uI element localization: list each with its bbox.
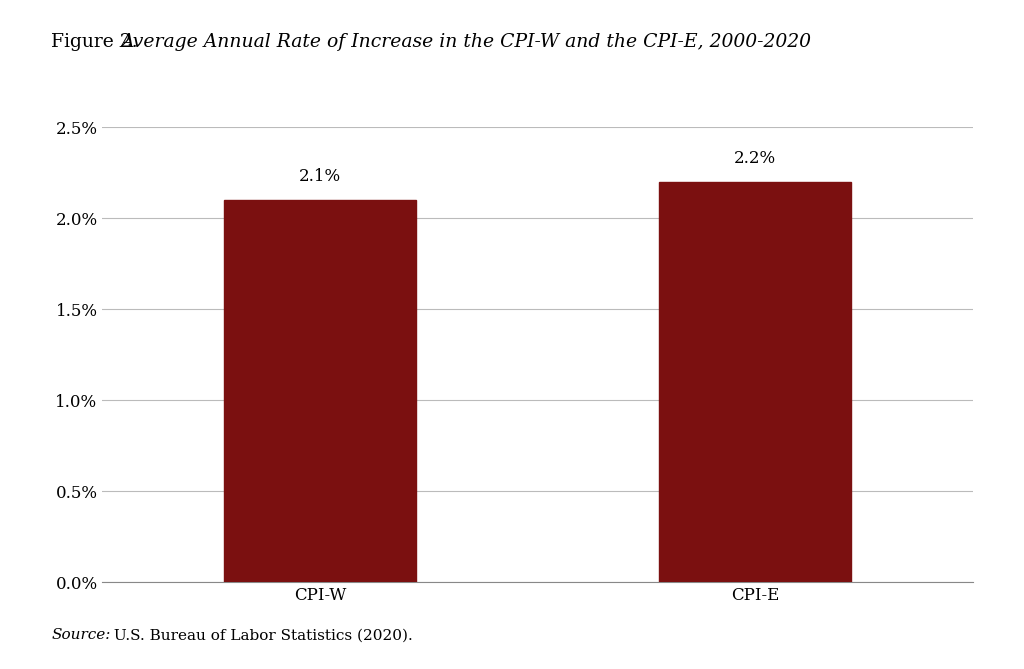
Text: Figure 2.: Figure 2. bbox=[51, 33, 143, 52]
Text: Source:: Source: bbox=[51, 628, 111, 642]
Text: Average Annual Rate of Increase in the CPI-W and the CPI-E, 2000-2020: Average Annual Rate of Increase in the C… bbox=[121, 33, 812, 52]
Bar bbox=[224, 200, 416, 582]
Bar bbox=[659, 182, 851, 582]
Text: 2.2%: 2.2% bbox=[734, 150, 776, 167]
Text: 2.1%: 2.1% bbox=[299, 169, 341, 185]
Text: U.S. Bureau of Labor Statistics (2020).: U.S. Bureau of Labor Statistics (2020). bbox=[109, 628, 413, 642]
